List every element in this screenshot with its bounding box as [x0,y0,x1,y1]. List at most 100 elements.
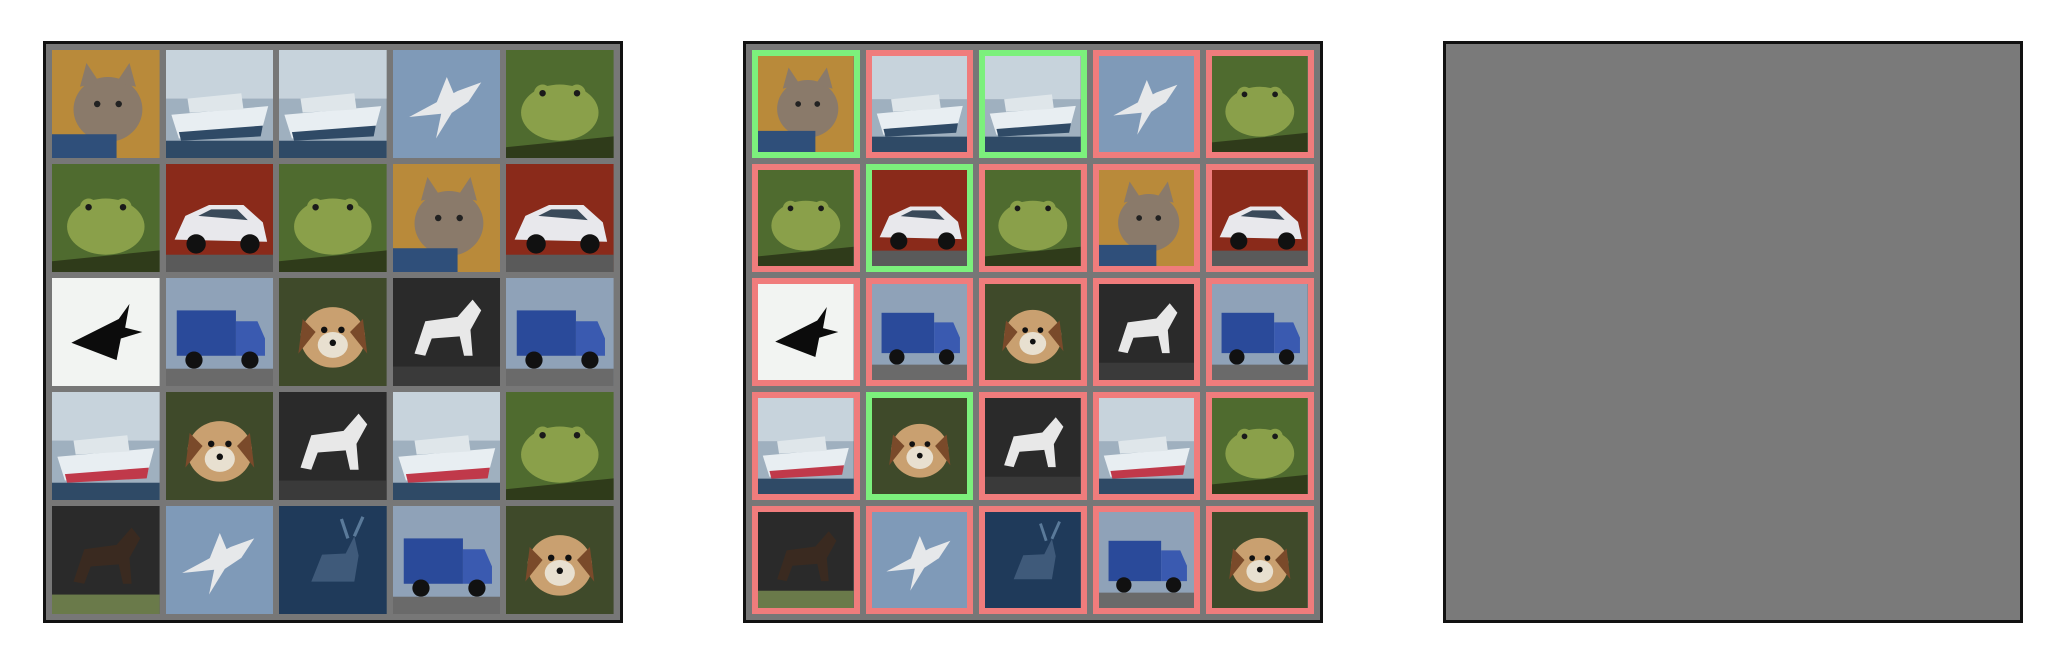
prediction-tile-incorrect [1206,506,1314,614]
prediction-tile-incorrect [865,278,974,386]
horse-image [279,392,387,500]
frog-image [1212,398,1308,494]
frog-image [506,392,614,500]
dog-image [279,278,387,386]
thumbnail [392,50,501,158]
prediction-tile-incorrect [1092,278,1201,386]
thumbnail [1098,398,1195,494]
thumbnail [985,398,1081,494]
image-tile-automobile [165,164,274,272]
image-tile-airplane [165,506,274,614]
thumbnail [871,284,968,380]
image-tile-horse [52,506,160,614]
prediction-tile-incorrect [865,506,974,614]
frog-image [1212,56,1308,152]
prediction-tile-incorrect [752,164,860,272]
thumbnail [1212,170,1308,266]
thumbnail [392,278,501,386]
image-tile-frog [506,392,614,500]
truck-image [1212,284,1308,380]
original-image-grid [52,50,614,614]
truck-image [506,278,614,386]
airplane-image [871,512,968,608]
ship-image [165,50,274,158]
original-images-panel [43,41,623,623]
cat-image [1098,170,1195,266]
image-tile-automobile [506,164,614,272]
thumbnail [392,506,501,614]
airplane-image [52,278,160,386]
empty-gray-panel [1443,41,2023,623]
automobile-image [165,164,274,272]
image-tile-cat [392,164,501,272]
ship-image [279,50,387,158]
thumbnail [985,284,1081,380]
frog-image [506,50,614,158]
thumbnail [279,278,387,386]
thumbnail [506,278,614,386]
prediction-tile-incorrect [1092,506,1201,614]
image-tile-frog [52,164,160,272]
thumbnail [165,164,274,272]
prediction-tile-incorrect [979,164,1087,272]
thumbnail [985,170,1081,266]
prediction-tile-correct [865,392,974,500]
thumbnail [279,164,387,272]
gray-canvas [1446,44,2020,620]
image-tile-ship [165,50,274,158]
thumbnail [165,506,274,614]
image-tile-truck [392,506,501,614]
image-tile-horse [279,392,387,500]
frog-image [279,164,387,272]
airplane-image [165,506,274,614]
frog-image [52,164,160,272]
prediction-tile-incorrect [1206,392,1314,500]
image-tile-ship [392,392,501,500]
horse-image [985,398,1081,494]
cat-image [758,56,854,152]
thumbnail [279,50,387,158]
image-tile-cat [52,50,160,158]
prediction-tile-incorrect [1206,50,1314,158]
thumbnail [1212,56,1308,152]
dog-image [1212,512,1308,608]
horse-image [758,512,854,608]
cat-image [392,164,501,272]
horse-image [392,278,501,386]
dog-image [985,284,1081,380]
thumbnail [1098,284,1195,380]
frog-image [985,170,1081,266]
prediction-tile-incorrect [865,50,974,158]
thumbnail [1212,398,1308,494]
thumbnail [871,512,968,608]
image-tile-ship [279,50,387,158]
thumbnail [1098,56,1195,152]
thumbnail [506,506,614,614]
prediction-tile-incorrect [1206,278,1314,386]
thumbnail [165,50,274,158]
image-tile-dog [506,506,614,614]
thumbnail [52,278,160,386]
thumbnail [52,164,160,272]
prediction-image-grid [752,50,1314,614]
prediction-tile-incorrect [752,506,860,614]
image-tile-airplane [52,278,160,386]
truck-image [165,278,274,386]
thumbnail [985,56,1081,152]
image-tile-truck [506,278,614,386]
prediction-tile-incorrect [979,506,1087,614]
prediction-tile-incorrect [752,392,860,500]
airplane-image [1098,56,1195,152]
prediction-results-panel [743,41,1323,623]
truck-image [871,284,968,380]
deer-image [985,512,1081,608]
image-tile-frog [279,164,387,272]
image-tile-horse [392,278,501,386]
thumbnail [506,50,614,158]
image-tile-deer [279,506,387,614]
thumbnail [758,284,854,380]
prediction-tile-incorrect [979,278,1087,386]
thumbnail [758,56,854,152]
ship-image [871,56,968,152]
thumbnail [871,56,968,152]
